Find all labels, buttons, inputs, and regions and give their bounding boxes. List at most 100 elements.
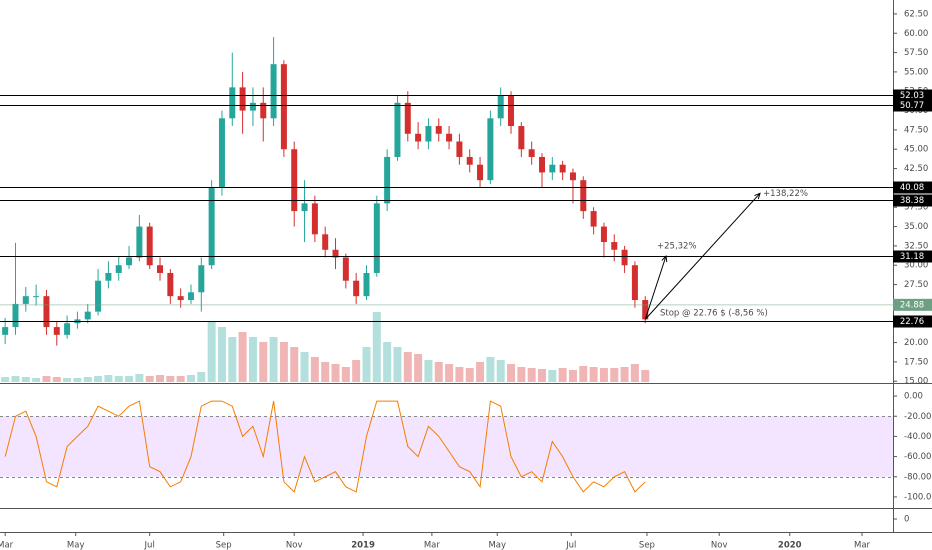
candle-body [12, 303, 19, 328]
volume-bar [1, 377, 10, 382]
x-tick-label: 2020 [778, 541, 802, 550]
level-badge [893, 99, 932, 112]
arrow-head [754, 192, 761, 200]
level-label: 22.76 [900, 317, 924, 327]
projection-arrow [644, 255, 667, 320]
candle-body [2, 327, 9, 335]
volume-bar [94, 376, 103, 382]
x-tick-label: 2019 [351, 541, 375, 550]
volume-bar [403, 352, 412, 382]
volume-bar [434, 362, 443, 382]
volume-bar [248, 337, 257, 382]
candle-body [126, 257, 133, 266]
volume-bar [589, 367, 598, 382]
wpr-line [4, 400, 646, 493]
annotation: Stop @ 22.76 $ (-8,56 %) [660, 309, 768, 319]
y-tick-label: 42.50 [904, 164, 928, 174]
volume-bar [300, 352, 309, 382]
candle-body [332, 249, 339, 258]
candle-body [301, 203, 308, 212]
candle-body [456, 141, 463, 157]
volume-bar [83, 377, 92, 382]
volume-bar [383, 342, 392, 382]
projection-arrow [644, 192, 761, 320]
volume-bar [290, 347, 299, 382]
y-tick-label: 15.00 [904, 377, 928, 387]
volume-bar [166, 376, 175, 382]
candle-body [394, 102, 401, 157]
candle-body [280, 64, 287, 150]
candle-body [115, 265, 122, 273]
candle-body [538, 156, 545, 173]
candle-body [559, 164, 566, 173]
volume-bar [579, 366, 588, 382]
volume-bar [331, 364, 340, 382]
volume-bar [279, 342, 288, 382]
candle-body [590, 211, 597, 227]
candle-body [487, 118, 494, 181]
y-tick-label: 47.50 [904, 125, 928, 135]
candle-body [621, 249, 628, 266]
candle-body [384, 156, 391, 204]
volume-bar [486, 357, 495, 382]
y-tick-label: -40.00 [904, 432, 931, 442]
x-tick-label: May [67, 541, 85, 550]
y-tick-label: 30.00 [904, 261, 928, 271]
x-tick-label: Sep [639, 541, 655, 550]
volume-bar [465, 368, 474, 382]
candle-body [446, 133, 453, 142]
candle-body [291, 149, 298, 212]
level-label: 40.08 [900, 183, 924, 193]
volume-bar [527, 368, 536, 382]
candle-body [311, 203, 318, 235]
candle-body [198, 265, 205, 293]
candle-body [425, 126, 432, 142]
volume-bar [52, 377, 61, 382]
y-tick-label: 35.00 [904, 222, 928, 232]
x-tick-label: Mar [0, 541, 14, 550]
last-price-badge [893, 298, 932, 311]
volume-bar [310, 357, 319, 382]
candle-body [518, 126, 525, 150]
level-badge [893, 181, 932, 194]
level-badge [893, 250, 932, 263]
candle-body [631, 265, 638, 301]
volume-bar [156, 375, 165, 382]
candle-body [569, 172, 576, 181]
candle-body [415, 133, 422, 142]
level-badge [893, 194, 932, 207]
candle-body [218, 118, 225, 188]
volume-bar [217, 327, 226, 382]
x-tick-label: May [488, 541, 506, 550]
volume-bar [228, 337, 237, 382]
volume-bar [104, 375, 113, 382]
volume-bar [269, 337, 278, 382]
candle-body [260, 102, 267, 119]
volume-bar [414, 354, 423, 382]
level-label: 50.77 [900, 101, 924, 111]
candle-body [508, 95, 515, 127]
candle-body [270, 64, 277, 119]
volume-bar [11, 376, 20, 382]
candle-body [53, 327, 60, 335]
volume-bar [197, 372, 206, 382]
x-tick-label: Mar [424, 541, 441, 550]
volume-bar [135, 374, 144, 382]
volume-bar [259, 342, 268, 382]
volume-bar [42, 376, 51, 382]
x-tick-label: Jul [565, 541, 576, 550]
volume-bar [125, 376, 134, 382]
x-tick-label: Nov [711, 541, 728, 550]
candle-body [177, 296, 184, 301]
annotation: +25,32% [657, 242, 697, 252]
y-tick-label: 62.50 [904, 9, 928, 19]
volume-bar [610, 368, 619, 382]
y-tick-label: 27.50 [904, 280, 928, 290]
candle-body [580, 180, 587, 212]
volume-bar [558, 368, 567, 382]
level-label: 52.03 [900, 91, 924, 101]
volume-bar [145, 376, 154, 382]
annotation: +138,22% [763, 189, 808, 199]
candle-body [611, 242, 618, 250]
candle-body [249, 102, 256, 111]
